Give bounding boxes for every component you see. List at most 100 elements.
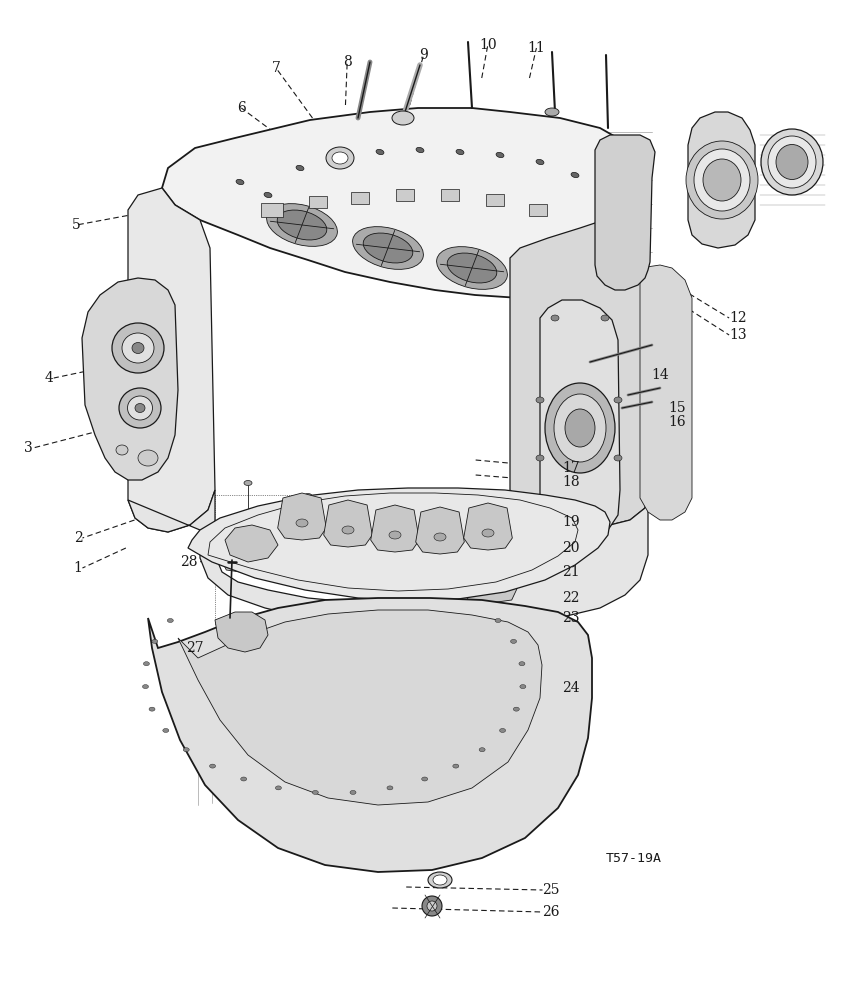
Polygon shape <box>225 525 278 562</box>
Ellipse shape <box>405 567 416 573</box>
Text: 23: 23 <box>562 611 580 625</box>
Ellipse shape <box>392 111 414 125</box>
Ellipse shape <box>387 786 393 790</box>
Ellipse shape <box>468 567 477 573</box>
Ellipse shape <box>128 396 153 420</box>
Ellipse shape <box>614 455 622 461</box>
Text: T57-19A: T57-19A <box>606 851 661 864</box>
Ellipse shape <box>686 141 758 219</box>
Text: 26: 26 <box>542 905 560 919</box>
Ellipse shape <box>296 519 308 527</box>
Ellipse shape <box>694 149 750 211</box>
Ellipse shape <box>152 639 158 643</box>
Polygon shape <box>215 612 268 652</box>
Ellipse shape <box>513 707 519 711</box>
Polygon shape <box>464 503 512 550</box>
Ellipse shape <box>342 526 354 534</box>
Ellipse shape <box>122 333 154 363</box>
Polygon shape <box>510 148 648 525</box>
Ellipse shape <box>536 159 544 165</box>
Ellipse shape <box>703 159 741 201</box>
Ellipse shape <box>520 685 526 689</box>
Text: 12: 12 <box>729 311 746 325</box>
Polygon shape <box>396 189 414 201</box>
Ellipse shape <box>596 535 604 541</box>
Ellipse shape <box>536 455 544 461</box>
Text: 20: 20 <box>562 541 580 555</box>
Ellipse shape <box>486 510 494 516</box>
Polygon shape <box>220 517 276 573</box>
Ellipse shape <box>116 445 128 455</box>
Ellipse shape <box>422 777 428 781</box>
Ellipse shape <box>440 567 450 573</box>
Ellipse shape <box>437 247 508 289</box>
Polygon shape <box>148 598 592 872</box>
Text: 15: 15 <box>668 401 686 415</box>
Polygon shape <box>463 547 518 603</box>
Text: 14: 14 <box>651 368 668 382</box>
Ellipse shape <box>320 550 331 556</box>
Ellipse shape <box>376 149 384 155</box>
Ellipse shape <box>389 531 401 539</box>
Ellipse shape <box>266 204 338 246</box>
Ellipse shape <box>496 152 504 158</box>
Polygon shape <box>441 189 459 201</box>
Ellipse shape <box>545 108 559 116</box>
Ellipse shape <box>416 147 424 153</box>
Ellipse shape <box>277 210 326 240</box>
Ellipse shape <box>776 144 808 180</box>
Ellipse shape <box>209 764 215 768</box>
Ellipse shape <box>132 342 144 354</box>
Polygon shape <box>540 300 620 542</box>
Ellipse shape <box>149 707 155 711</box>
Text: 6: 6 <box>237 101 246 115</box>
Ellipse shape <box>236 179 244 185</box>
Ellipse shape <box>183 748 189 752</box>
Polygon shape <box>688 112 755 248</box>
Ellipse shape <box>503 567 512 573</box>
Ellipse shape <box>304 493 312 498</box>
Polygon shape <box>261 203 283 217</box>
Ellipse shape <box>453 764 459 768</box>
Ellipse shape <box>275 786 281 790</box>
Text: 4: 4 <box>45 371 54 385</box>
Text: 19: 19 <box>562 515 580 529</box>
Text: 8: 8 <box>343 55 352 69</box>
Text: 24: 24 <box>562 681 580 695</box>
Ellipse shape <box>554 394 606 462</box>
Text: 18: 18 <box>562 475 580 489</box>
Ellipse shape <box>168 618 174 622</box>
Ellipse shape <box>380 560 391 566</box>
Text: 10: 10 <box>479 38 496 52</box>
Ellipse shape <box>482 529 494 537</box>
Polygon shape <box>371 505 419 552</box>
Ellipse shape <box>433 875 447 885</box>
Polygon shape <box>188 488 610 601</box>
Text: 1: 1 <box>74 561 82 575</box>
Ellipse shape <box>119 388 161 428</box>
Text: 17: 17 <box>562 461 580 475</box>
Ellipse shape <box>226 537 235 543</box>
Ellipse shape <box>352 227 424 269</box>
Text: 21: 21 <box>562 565 580 579</box>
Text: 11: 11 <box>528 41 545 55</box>
Polygon shape <box>640 265 692 520</box>
Ellipse shape <box>260 537 270 543</box>
Ellipse shape <box>510 639 516 643</box>
Ellipse shape <box>424 510 432 516</box>
Polygon shape <box>351 192 369 204</box>
Ellipse shape <box>345 560 356 566</box>
Ellipse shape <box>142 685 148 689</box>
Ellipse shape <box>768 136 816 188</box>
Ellipse shape <box>536 397 544 403</box>
Polygon shape <box>595 135 655 290</box>
Text: 28: 28 <box>181 555 198 569</box>
Polygon shape <box>309 196 327 208</box>
Ellipse shape <box>606 189 614 195</box>
Text: 2: 2 <box>74 531 82 545</box>
Text: 25: 25 <box>542 883 560 897</box>
Polygon shape <box>128 490 648 628</box>
Text: 9: 9 <box>419 48 428 62</box>
Ellipse shape <box>364 503 372 508</box>
Polygon shape <box>128 188 215 532</box>
